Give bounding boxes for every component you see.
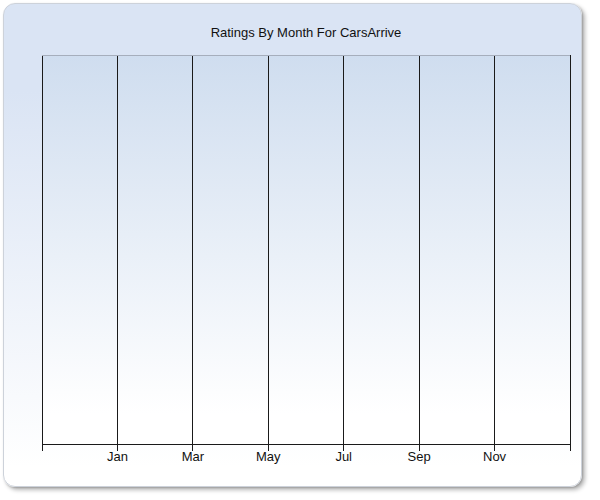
- gridline: [343, 55, 344, 451]
- x-axis-label: May: [240, 449, 296, 465]
- plot-top-border: [42, 55, 570, 56]
- x-axis-label: Sep: [391, 449, 447, 465]
- gridline: [494, 55, 495, 451]
- chart-card: Ratings By Month For CarsArrive Jan Mar Ma…: [3, 3, 582, 487]
- chart-canvas: Ratings By Month For CarsArrive Jan Mar Ma…: [0, 0, 600, 500]
- x-axis-line: [42, 444, 571, 445]
- plot-side-border: [570, 55, 571, 451]
- gridline: [268, 55, 269, 451]
- x-axis-label: Nov: [467, 449, 523, 465]
- gridline: [192, 55, 193, 451]
- chart-title: Ratings By Month For CarsArrive: [42, 25, 570, 41]
- gridline: [117, 55, 118, 451]
- gridline: [419, 55, 420, 451]
- x-axis-label: Jul: [316, 449, 372, 465]
- plot-area: [42, 55, 570, 445]
- plot-side-border: [42, 55, 43, 451]
- x-axis-label: Jan: [89, 449, 145, 465]
- x-axis-label: Mar: [165, 449, 221, 465]
